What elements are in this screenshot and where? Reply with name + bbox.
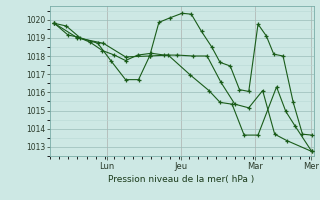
X-axis label: Pression niveau de la mer( hPa ): Pression niveau de la mer( hPa ) [108, 175, 255, 184]
